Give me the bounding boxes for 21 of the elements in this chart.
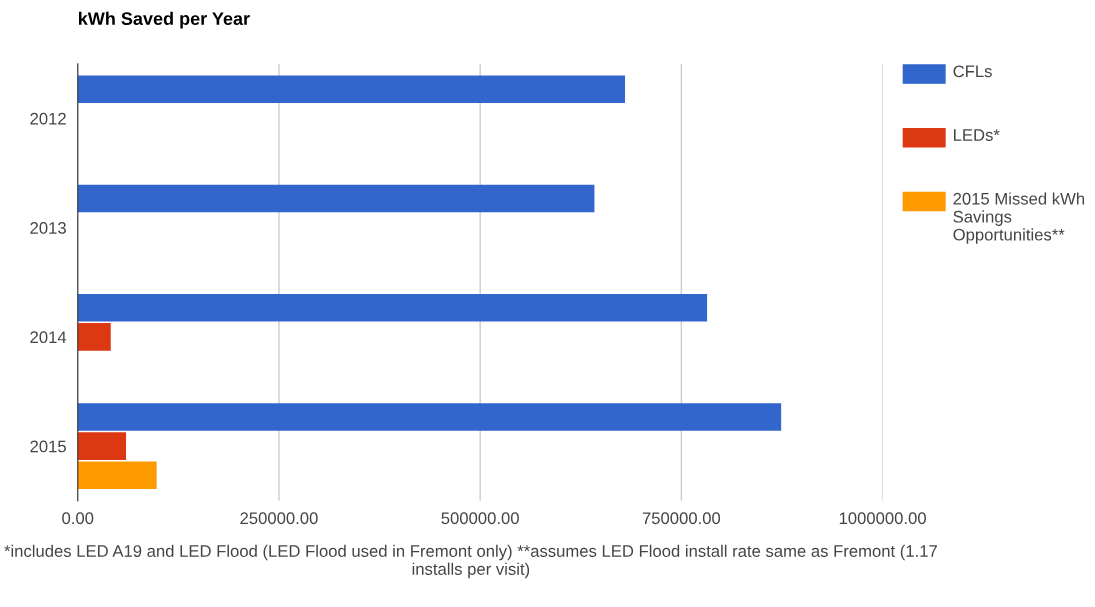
legend-label: 2015 Missed kWh Savings Opportunities** bbox=[953, 192, 1085, 244]
x-tick-label: 500000.00 bbox=[441, 512, 519, 525]
x-tick-label: 750000.00 bbox=[642, 512, 721, 525]
bar bbox=[77, 184, 595, 213]
bar bbox=[77, 323, 111, 351]
text: *includes LED A19 and LED Flood (LED Flood used in Fremont only) **assumes LED Flood install rate same as Fremont (1.17 installs per visit) bbox=[4, 544, 937, 579]
bar bbox=[77, 293, 708, 322]
y-tick-label: 2015 bbox=[30, 440, 66, 453]
legend-label: LEDs* bbox=[954, 129, 1000, 141]
chart-title: kWh Saved per Year bbox=[79, 11, 250, 29]
y-tick-label: 2012 bbox=[30, 112, 66, 125]
legend-label: CFLs bbox=[953, 65, 992, 78]
bar bbox=[77, 403, 782, 431]
bar bbox=[77, 432, 127, 460]
bar bbox=[77, 75, 626, 104]
x-tick-label: 1000000.00 bbox=[839, 512, 926, 525]
y-tick-label: 2014 bbox=[30, 331, 67, 344]
x-tick-label: 250000.00 bbox=[240, 512, 318, 525]
x-tick-label: 0.00 bbox=[62, 512, 94, 525]
y-tick-label: 2013 bbox=[30, 222, 66, 234]
bar bbox=[77, 461, 157, 490]
